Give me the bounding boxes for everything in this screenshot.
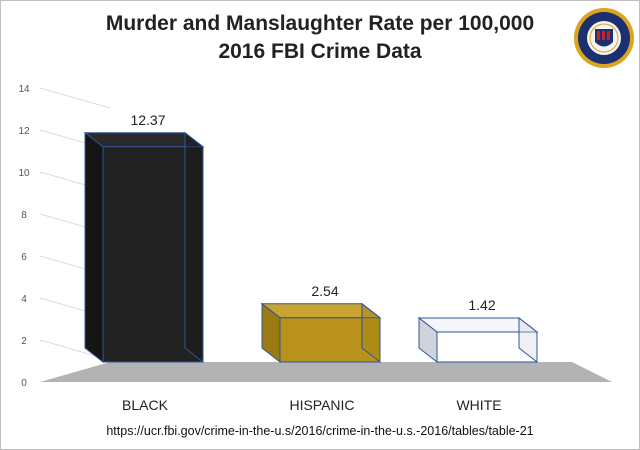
- chart-title: Murder and Manslaughter Rate per 100,000: [105, 12, 535, 35]
- gridline: [39, 87, 111, 109]
- y-axis-ticks: 0 2 4 6 8 10 12 14: [18, 84, 30, 389]
- bars: 12.37 2.54 1.42: [83, 112, 539, 364]
- bar-front: [102, 146, 204, 363]
- x-category-label: BLACK: [122, 397, 169, 413]
- y-tick-label: 0: [21, 378, 27, 389]
- bar-right-face: [184, 131, 204, 364]
- y-tick-label: 2: [21, 336, 27, 347]
- data-label: 12.37: [130, 112, 165, 128]
- y-tick-label: 10: [18, 168, 30, 179]
- chart-subtitle: 2016 FBI Crime Data: [218, 40, 422, 63]
- data-label: 1.42: [468, 297, 495, 313]
- y-tick-label: 6: [21, 252, 27, 263]
- fbi-seal-icon: [574, 8, 634, 68]
- bar-right-face: [518, 316, 538, 364]
- bar-left-face: [84, 131, 104, 364]
- x-category-label: WHITE: [456, 397, 501, 413]
- bar-right-face: [361, 302, 381, 364]
- bar-front: [436, 331, 538, 363]
- data-label: 2.54: [311, 283, 338, 299]
- x-category-label: HISPANIC: [289, 397, 354, 413]
- y-tick-label: 12: [18, 126, 30, 137]
- bar-white: 1.42: [417, 297, 539, 364]
- bar-front: [279, 317, 381, 363]
- y-tick-label: 8: [21, 210, 27, 221]
- bar-black: 12.37: [83, 112, 205, 364]
- y-tick-label: 4: [21, 294, 27, 305]
- x-axis-categories: BLACK HISPANIC WHITE: [122, 397, 502, 413]
- bar-hispanic: 2.54: [260, 283, 382, 364]
- y-tick-label: 14: [18, 84, 30, 95]
- source-url: https://ucr.fbi.gov/crime-in-the-u.s/201…: [106, 424, 534, 438]
- chart-floor: [40, 362, 612, 382]
